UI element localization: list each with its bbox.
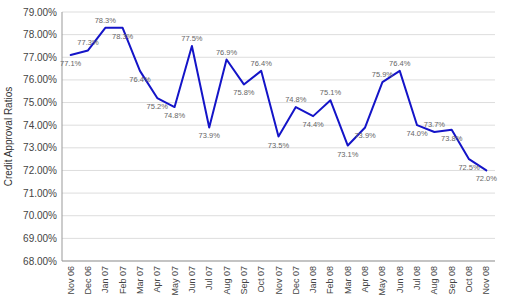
x-tick-label: Mar 08 <box>343 266 353 294</box>
grid-line <box>62 170 495 171</box>
data-label: 78.3% <box>112 32 134 41</box>
y-tick-label: 71.00% <box>23 188 57 199</box>
x-tick-label: Feb 08 <box>325 266 335 294</box>
y-tick-label: 76.00% <box>23 74 57 85</box>
data-label: 73.9% <box>354 131 376 140</box>
y-tick-label: 77.00% <box>23 52 57 63</box>
data-label: 77.1% <box>60 59 82 68</box>
data-label: 74.8% <box>285 95 307 104</box>
x-tick-label: Jan 07 <box>100 266 110 293</box>
data-label: 77.3% <box>77 38 99 47</box>
x-tick-label: Dec 06 <box>83 266 93 295</box>
data-label: 76.4% <box>129 75 151 84</box>
x-tick-label: Jan 08 <box>308 266 318 293</box>
data-label: 73.5% <box>268 141 290 150</box>
x-tick-label: Jul 07 <box>204 266 214 290</box>
x-tick-label: Nov 08 <box>481 266 491 295</box>
data-label: 73.1% <box>337 150 359 159</box>
grid-line <box>62 102 495 103</box>
grid-line <box>62 12 495 13</box>
x-tick-label: Dec 07 <box>291 266 301 295</box>
y-axis-label: Credit Approval Ratios <box>3 87 14 187</box>
x-tick-label: Jul 08 <box>412 266 422 290</box>
data-label: 75.1% <box>320 88 342 97</box>
chart: 68.00% 69.00% 70.00% 71.00% 72.00% 73.00% 74.0… <box>0 0 505 307</box>
y-tick-label: 79.00% <box>23 7 57 18</box>
y-tick-label: 72.00% <box>23 165 57 176</box>
plot-area <box>71 28 487 171</box>
data-label: 77.5% <box>181 34 203 43</box>
x-tick-label: Sep 08 <box>447 266 457 295</box>
grid-line <box>62 57 495 58</box>
data-label: 74.8% <box>164 111 186 120</box>
data-label: 73.9% <box>199 131 221 140</box>
data-label: 75.2% <box>147 102 169 111</box>
x-tick-label: Aug 07 <box>222 266 232 295</box>
data-label: 78.3% <box>95 16 117 25</box>
data-label: 75.8% <box>233 88 255 97</box>
y-tick-label: 70.00% <box>23 210 57 221</box>
grid-line <box>62 261 495 262</box>
y-tick-label: 74.00% <box>23 120 57 131</box>
grid-line <box>62 215 495 216</box>
x-tick-label: Nov 07 <box>274 266 284 295</box>
x-tick-label: Oct 08 <box>464 266 474 293</box>
x-tick-label: Feb 07 <box>118 266 128 294</box>
line <box>71 28 487 171</box>
grid-line <box>62 79 495 80</box>
data-label: 75.9% <box>372 70 394 79</box>
x-tick-label: Apr 08 <box>360 266 370 293</box>
x-tick-label: Sep 07 <box>239 266 249 295</box>
data-label: 73.8% <box>441 134 463 143</box>
data-label: 72.5% <box>458 163 480 172</box>
y-tick-label: 73.00% <box>23 142 57 153</box>
x-tick-label: Oct 07 <box>256 266 266 293</box>
x-axis-line <box>62 261 495 262</box>
y-tick-label: 78.00% <box>23 29 57 40</box>
data-label: 74.4% <box>302 120 324 129</box>
x-tick-label: Mar 07 <box>135 266 145 294</box>
x-tick-label: Nov 06 <box>66 266 76 295</box>
x-tick-label: Apr 07 <box>152 266 162 293</box>
y-tick-label: 69.00% <box>23 233 57 244</box>
x-tick-label: Jun 08 <box>395 266 405 293</box>
y-tick-label: 75.00% <box>23 97 57 108</box>
x-tick-label: Jun 07 <box>187 266 197 293</box>
data-label: 76.4% <box>251 59 273 68</box>
data-label: 74.0% <box>406 129 428 138</box>
x-tick-label: May 08 <box>377 266 387 296</box>
grid-line <box>62 238 495 239</box>
y-tick-label: 68.00% <box>23 256 57 267</box>
x-tick-label: May 07 <box>170 266 180 296</box>
data-label: 76.4% <box>389 59 411 68</box>
y-axis-line <box>62 12 63 261</box>
x-tick-label: Aug 08 <box>429 266 439 295</box>
data-label: 73.7% <box>424 120 446 129</box>
data-label: 72.0% <box>476 174 498 183</box>
grid-line <box>62 193 495 194</box>
data-label: 76.9% <box>216 48 238 57</box>
